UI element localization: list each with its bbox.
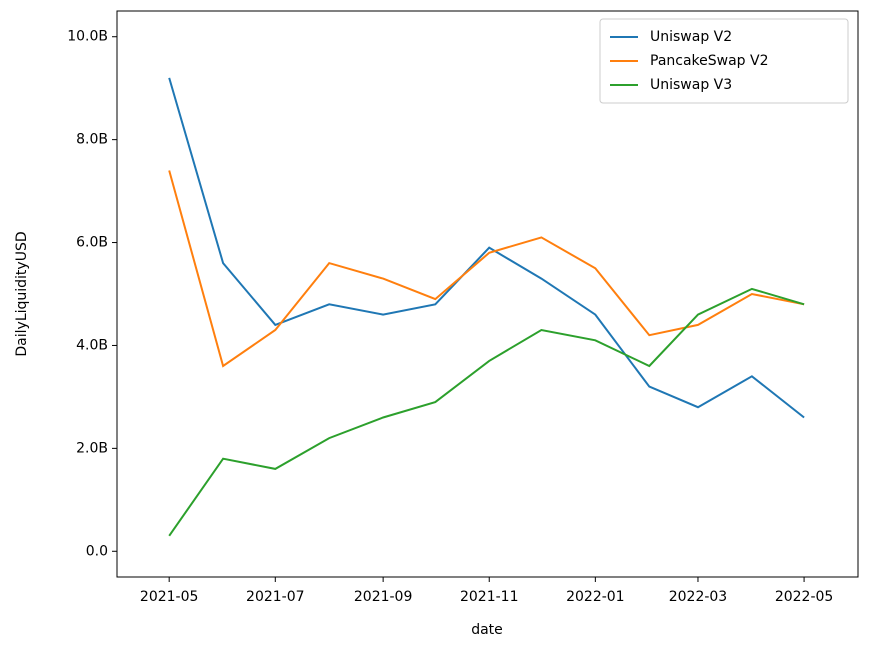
legend-box xyxy=(599,18,849,104)
legend-label: Uniswap V3 xyxy=(650,77,732,93)
y-tick-label: 6.0B xyxy=(76,235,108,251)
x-tick-label: 2021-11 xyxy=(460,589,519,605)
y-tick-label: 0.0 xyxy=(86,543,108,559)
y-tick-label: 8.0B xyxy=(76,132,108,148)
legend-label: Uniswap V2 xyxy=(650,29,732,45)
x-tick-label: 2022-05 xyxy=(775,589,834,605)
x-tick-label: 2022-01 xyxy=(566,589,625,605)
series-line xyxy=(168,170,805,368)
x-axis-label: date xyxy=(471,622,503,638)
series-line xyxy=(168,77,805,419)
plot-area xyxy=(116,10,859,578)
x-tick-label: 2021-05 xyxy=(140,589,199,605)
x-tick-label: 2021-07 xyxy=(246,589,305,605)
series-line xyxy=(168,287,805,537)
x-tick-label: 2022-03 xyxy=(669,589,728,605)
y-tick-label: 2.0B xyxy=(76,440,108,456)
x-tick-label: 2021-09 xyxy=(354,589,413,605)
legend-label: PancakeSwap V2 xyxy=(650,53,769,69)
y-axis-label: DailyLiquidityUSD xyxy=(14,231,30,356)
y-tick-label: 10.0B xyxy=(67,29,108,45)
y-tick-label: 4.0B xyxy=(76,337,108,353)
